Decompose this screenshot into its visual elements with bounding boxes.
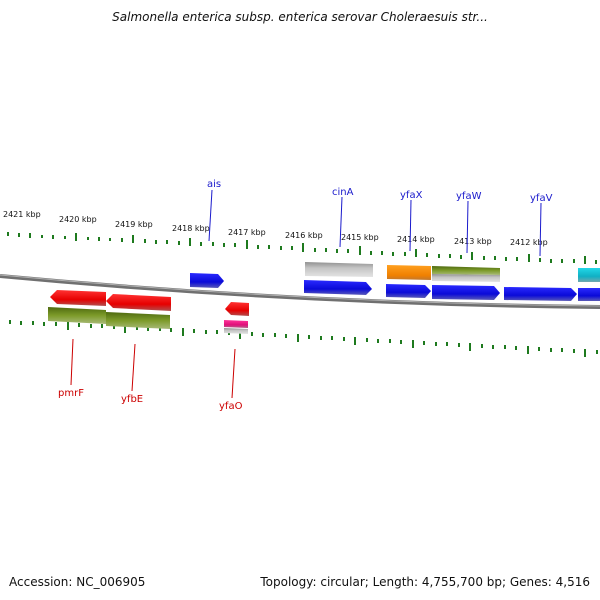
kbp-label: 2414 kbp: [397, 235, 435, 244]
gene-yfaX[interactable]: [386, 284, 431, 298]
gene-pmrF-red[interactable]: [50, 290, 106, 306]
kbp-label: 2421 kbp: [3, 210, 41, 219]
kbp-label: 2420 kbp: [59, 215, 97, 224]
leader-line-yfaW: [466, 200, 469, 254]
gene-orange[interactable]: [387, 265, 431, 280]
gene-yfaW[interactable]: [432, 285, 500, 300]
gene-label-yfaO: yfaO: [219, 401, 243, 412]
leader-line-yfbE: [131, 343, 136, 392]
gene-yfaV[interactable]: [504, 287, 577, 301]
kbp-label: 2415 kbp: [341, 233, 379, 242]
gene-label-yfaW: yfaW: [456, 191, 482, 202]
genome-backbone: [0, 274, 600, 309]
forward-genes: [190, 262, 600, 301]
gene-label-yfbE: yfbE: [121, 394, 143, 405]
gene-label-pmrF: pmrF: [58, 388, 84, 399]
reverse-genes: [48, 290, 249, 334]
gene-gray-2[interactable]: [432, 274, 500, 282]
gene-label-ais: ais: [207, 179, 221, 190]
leader-line-cinA: [339, 196, 343, 248]
gene-pmrF[interactable]: [48, 307, 106, 324]
leader-line-pmrF: [70, 338, 74, 386]
gene-yfbE[interactable]: [106, 312, 170, 329]
kbp-label: 2416 kbp: [285, 231, 323, 240]
gene-label-yfaV: yfaV: [530, 193, 553, 204]
genome-stats: Topology: circular; Length: 4,755,700 bp…: [260, 575, 590, 589]
leader-line-yfaV: [539, 202, 542, 257]
gene-gray-1[interactable]: [305, 262, 373, 277]
gene-yfbE-red[interactable]: [106, 294, 171, 311]
leader-line-yfaO: [231, 348, 236, 399]
gene-gray-3[interactable]: [224, 328, 248, 334]
gene-cyan[interactable]: [578, 268, 600, 282]
leader-line-yfaX: [409, 199, 412, 252]
gene-blue-edge[interactable]: [578, 288, 600, 301]
gene-pink[interactable]: [224, 320, 248, 328]
kbp-label: 2413 kbp: [454, 237, 492, 246]
gene-label-cinA: cinA: [332, 187, 354, 198]
reverse-tick-row: [9, 320, 598, 357]
gene-olive-1[interactable]: [432, 266, 500, 275]
gene-ais[interactable]: [190, 273, 224, 288]
kbp-label: 2412 kbp: [510, 238, 548, 247]
gene-label-yfaX: yfaX: [400, 190, 423, 201]
kbp-label: 2418 kbp: [172, 224, 210, 233]
leader-line-ais: [208, 189, 213, 242]
gene-yfaO[interactable]: [225, 302, 249, 316]
forward-tick-row: [7, 232, 597, 264]
genome-title: Salmonella enterica subsp. enterica sero…: [112, 10, 488, 24]
gene-cinA[interactable]: [304, 280, 372, 295]
accession-label: Accession: NC_006905: [9, 575, 146, 589]
kbp-label: 2417 kbp: [228, 228, 266, 237]
kbp-label: 2419 kbp: [115, 220, 153, 229]
